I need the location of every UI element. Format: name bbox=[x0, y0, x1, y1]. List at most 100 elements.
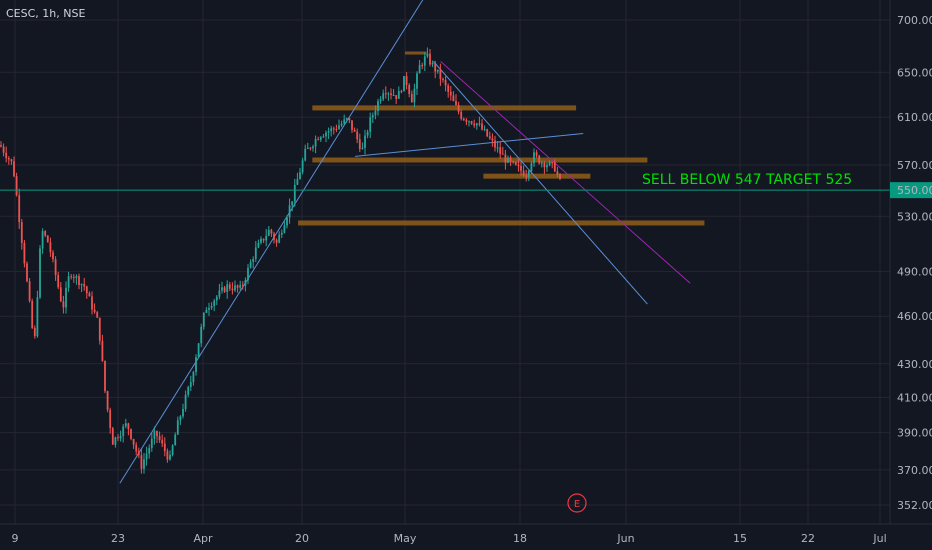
neckline[interactable] bbox=[355, 132, 584, 157]
candle bbox=[460, 109, 463, 121]
current-price-badge: 550.00 bbox=[890, 182, 932, 199]
candle bbox=[447, 83, 450, 98]
candle bbox=[540, 160, 543, 168]
candle bbox=[309, 146, 312, 151]
candle bbox=[488, 131, 491, 140]
candle bbox=[356, 128, 359, 144]
candle bbox=[390, 88, 392, 100]
candle bbox=[288, 198, 291, 224]
candle bbox=[465, 118, 468, 126]
candle bbox=[158, 431, 161, 443]
time-axis-bg[interactable] bbox=[0, 524, 932, 550]
candle bbox=[26, 261, 28, 283]
candle bbox=[351, 120, 353, 134]
candle bbox=[130, 428, 132, 441]
time-axis: 91623Apr132027May111825Jun81522Jul bbox=[0, 523, 932, 550]
candle bbox=[18, 188, 21, 229]
zone-support-near[interactable] bbox=[483, 173, 591, 179]
candle bbox=[499, 141, 502, 159]
candle bbox=[98, 317, 101, 345]
earnings-icon[interactable] bbox=[567, 493, 587, 513]
candle bbox=[384, 86, 387, 99]
price-tick-label: 570.00 bbox=[897, 159, 932, 172]
candle bbox=[358, 133, 361, 153]
candle bbox=[296, 172, 299, 186]
candle bbox=[23, 239, 26, 268]
candle bbox=[455, 94, 457, 106]
candle bbox=[449, 85, 452, 101]
candle bbox=[215, 294, 218, 306]
candle bbox=[405, 72, 408, 90]
candle bbox=[509, 155, 512, 167]
candle bbox=[96, 310, 99, 318]
candle bbox=[91, 291, 93, 315]
price-axis-bg[interactable] bbox=[890, 0, 932, 550]
candle bbox=[70, 274, 73, 280]
candle bbox=[444, 76, 447, 92]
zone-resistance-top[interactable] bbox=[405, 51, 427, 55]
candle bbox=[410, 90, 413, 103]
candle bbox=[319, 136, 322, 143]
candle bbox=[345, 117, 348, 123]
candle bbox=[348, 117, 351, 124]
candle bbox=[553, 159, 556, 173]
candle bbox=[369, 112, 372, 138]
candle bbox=[374, 105, 377, 120]
candle bbox=[436, 69, 439, 74]
candle bbox=[83, 277, 86, 291]
candle bbox=[169, 450, 171, 461]
candle bbox=[228, 281, 231, 291]
candle bbox=[195, 354, 197, 376]
candle bbox=[330, 125, 333, 137]
candle bbox=[88, 291, 91, 297]
price-tick-label: 490.00 bbox=[897, 266, 932, 279]
channel-line[interactable] bbox=[440, 61, 691, 284]
candle bbox=[117, 433, 119, 442]
candle bbox=[148, 444, 151, 459]
candle bbox=[559, 173, 561, 181]
zone-support-target[interactable] bbox=[298, 220, 705, 226]
candle bbox=[418, 60, 421, 74]
candle bbox=[267, 226, 270, 237]
candle bbox=[13, 156, 15, 178]
candle bbox=[535, 149, 538, 158]
candle bbox=[5, 146, 8, 163]
rising-trendline[interactable] bbox=[119, 0, 441, 484]
candle bbox=[314, 135, 317, 154]
candle bbox=[223, 285, 226, 293]
candle bbox=[54, 256, 57, 281]
zone-resistance-upper[interactable] bbox=[312, 105, 577, 111]
candle bbox=[36, 290, 39, 338]
candle bbox=[249, 259, 252, 269]
candle bbox=[377, 98, 379, 116]
price-tick-label: 460.00 bbox=[897, 310, 932, 323]
candle bbox=[364, 129, 366, 155]
candle bbox=[197, 343, 200, 358]
candle bbox=[137, 447, 140, 459]
candle bbox=[546, 162, 548, 172]
candle bbox=[538, 154, 541, 165]
candle bbox=[20, 218, 23, 250]
candle bbox=[247, 264, 249, 284]
time-tick-label: Apr bbox=[193, 532, 213, 545]
candle bbox=[205, 307, 208, 314]
candle bbox=[236, 284, 239, 293]
price-tick-label: 370.00 bbox=[897, 464, 932, 477]
candle bbox=[208, 302, 210, 316]
falling-trendline[interactable] bbox=[433, 61, 648, 305]
candle bbox=[522, 165, 525, 177]
time-tick-label: 9 bbox=[12, 532, 19, 545]
candle bbox=[403, 76, 405, 92]
candle bbox=[361, 142, 364, 150]
earnings-badge[interactable]: E bbox=[567, 493, 587, 513]
trend-lines bbox=[119, 0, 691, 484]
price-tick-label: 610.00 bbox=[897, 111, 932, 124]
candle bbox=[85, 285, 88, 299]
candle bbox=[395, 95, 398, 105]
candle bbox=[299, 167, 301, 180]
zone-resistance-middle[interactable] bbox=[312, 157, 648, 163]
time-tick-label: 20 bbox=[295, 532, 309, 545]
candle bbox=[520, 162, 522, 176]
